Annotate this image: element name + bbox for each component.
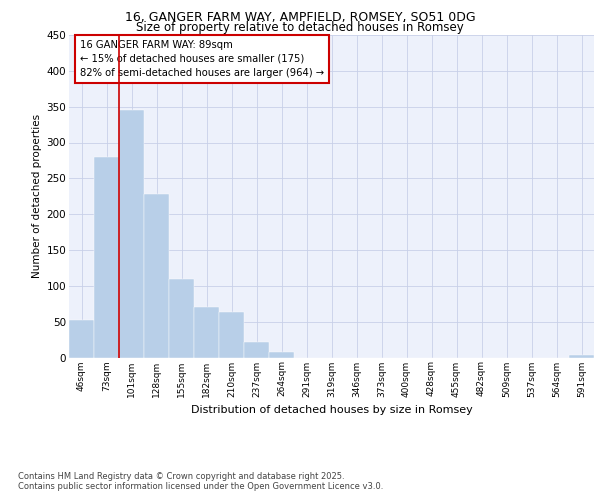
Bar <box>119 110 144 358</box>
Bar <box>269 352 294 358</box>
Bar <box>244 342 269 357</box>
Bar <box>94 157 119 358</box>
Bar <box>69 320 94 358</box>
Y-axis label: Number of detached properties: Number of detached properties <box>32 114 43 278</box>
Text: 16 GANGER FARM WAY: 89sqm
← 15% of detached houses are smaller (175)
82% of semi: 16 GANGER FARM WAY: 89sqm ← 15% of detac… <box>79 40 323 78</box>
Text: Contains HM Land Registry data © Crown copyright and database right 2025.: Contains HM Land Registry data © Crown c… <box>18 472 344 481</box>
Bar <box>169 278 194 357</box>
Text: 16, GANGER FARM WAY, AMPFIELD, ROMSEY, SO51 0DG: 16, GANGER FARM WAY, AMPFIELD, ROMSEY, S… <box>125 11 475 24</box>
Bar <box>569 354 594 358</box>
Text: Contains public sector information licensed under the Open Government Licence v3: Contains public sector information licen… <box>18 482 383 491</box>
Text: Size of property relative to detached houses in Romsey: Size of property relative to detached ho… <box>136 22 464 35</box>
Bar <box>194 308 219 358</box>
Bar <box>219 312 244 358</box>
Bar <box>144 194 169 358</box>
X-axis label: Distribution of detached houses by size in Romsey: Distribution of detached houses by size … <box>191 405 472 415</box>
